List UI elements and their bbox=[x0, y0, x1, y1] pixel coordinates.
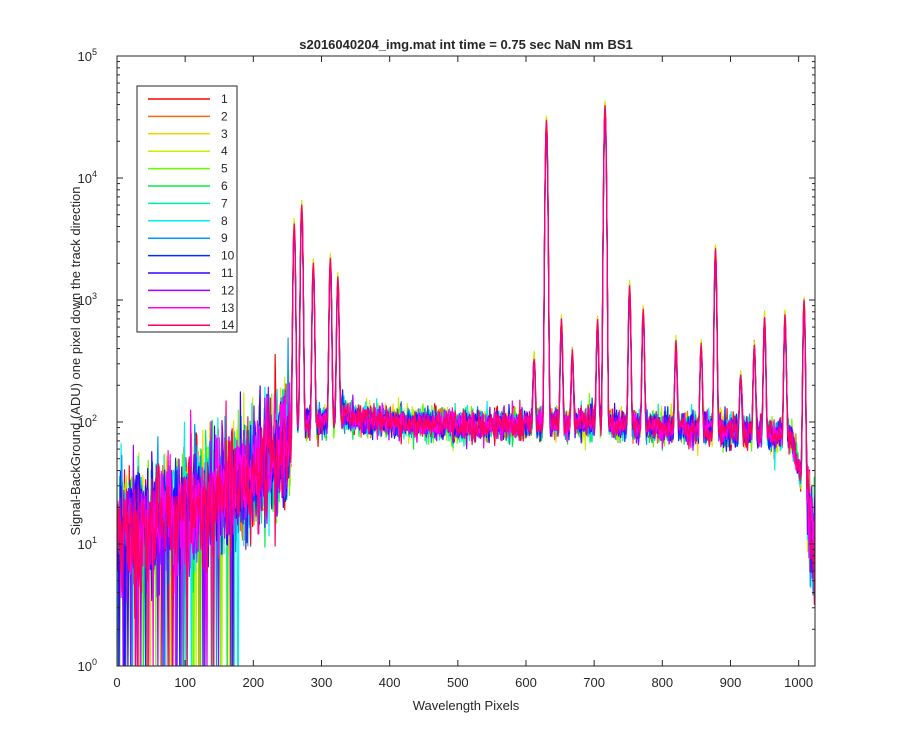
y-axis-label: Signal-BackGround (ADU) one pixel down t… bbox=[68, 186, 83, 535]
x-tick-label: 700 bbox=[583, 675, 605, 690]
x-tick-label: 100 bbox=[174, 675, 196, 690]
legend-label-9: 9 bbox=[221, 231, 228, 245]
legend-label-12: 12 bbox=[221, 283, 235, 297]
legend-label-11: 11 bbox=[221, 266, 234, 280]
legend-label-10: 10 bbox=[221, 249, 235, 263]
legend-label-13: 13 bbox=[221, 301, 235, 315]
x-tick-label: 200 bbox=[242, 675, 264, 690]
y-tick-label: 100 bbox=[78, 657, 97, 674]
legend-label-1: 1 bbox=[221, 92, 228, 106]
plot-box bbox=[116, 55, 816, 667]
x-axis-label: Wavelength Pixels bbox=[413, 698, 520, 713]
legend-label-8: 8 bbox=[221, 214, 228, 228]
series-layer bbox=[117, 100, 815, 666]
chart-title: s2016040204_img.mat int time = 0.75 sec … bbox=[299, 37, 633, 52]
x-tick-label: 800 bbox=[651, 675, 673, 690]
y-tick-label: 103 bbox=[78, 291, 97, 308]
y-tick-label: 102 bbox=[78, 413, 97, 430]
legend-label-5: 5 bbox=[221, 162, 228, 176]
legend-label-6: 6 bbox=[221, 179, 228, 193]
x-tick-label: 300 bbox=[311, 675, 333, 690]
y-tick-label: 105 bbox=[78, 47, 97, 64]
legend-label-7: 7 bbox=[221, 196, 228, 210]
legend-label-4: 4 bbox=[221, 144, 228, 158]
y-tick-label: 101 bbox=[78, 535, 97, 552]
y-tick-label: 104 bbox=[78, 169, 97, 186]
x-tick-label: 1000 bbox=[784, 675, 813, 690]
legend-label-2: 2 bbox=[221, 109, 228, 123]
x-tick-label: 600 bbox=[515, 675, 537, 690]
legend-label-3: 3 bbox=[221, 127, 228, 141]
x-tick-label: 0 bbox=[113, 675, 120, 690]
x-tick-label: 900 bbox=[720, 675, 742, 690]
x-axis: 0 100 200 300 400 500 600 700 800 900 1000 bbox=[113, 56, 813, 690]
legend-label-14: 14 bbox=[221, 318, 235, 332]
x-tick-label: 500 bbox=[447, 675, 469, 690]
series-line-14 bbox=[117, 105, 815, 666]
x-tick-label: 400 bbox=[379, 675, 401, 690]
